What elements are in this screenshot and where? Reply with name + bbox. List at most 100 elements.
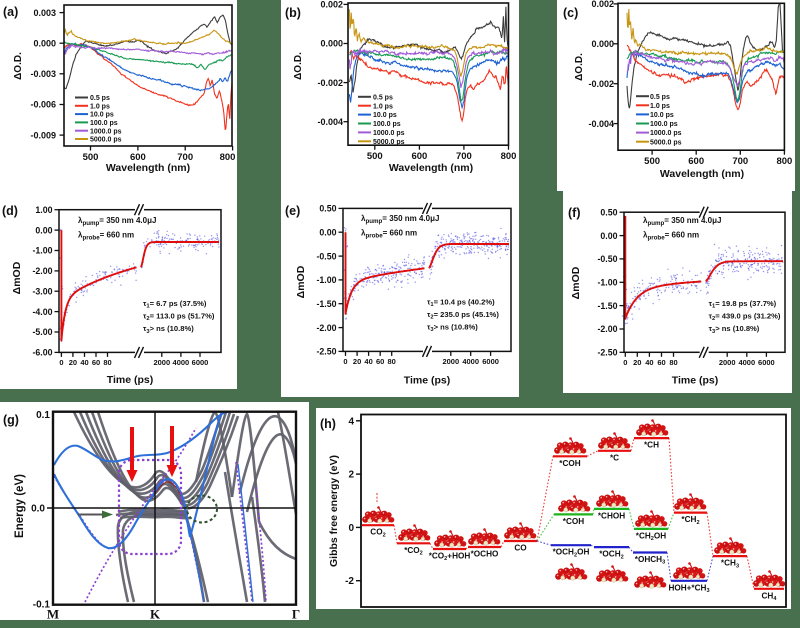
svg-text:-2.00: -2.00	[316, 323, 336, 333]
svg-text:100.0 ps: 100.0 ps	[650, 121, 678, 128]
svg-text:λpump= 350 nm 4.0μJ: λpump= 350 nm 4.0μJ	[361, 214, 439, 225]
svg-text:0.00: 0.00	[600, 231, 617, 241]
svg-text:700: 700	[456, 151, 472, 162]
svg-text:K: K	[150, 607, 161, 621]
svg-text:ΔmOD: ΔmOD	[570, 266, 582, 299]
svg-text:5000.0 ps: 5000.0 ps	[650, 139, 682, 146]
svg-text:-1.00: -1.00	[316, 275, 336, 285]
svg-text:80: 80	[669, 358, 677, 367]
svg-text:(e): (e)	[285, 204, 300, 218]
svg-text:(b): (b)	[285, 6, 301, 20]
svg-text:ΔmOD: ΔmOD	[295, 265, 307, 298]
svg-text:700: 700	[732, 156, 748, 167]
svg-text:-2.50: -2.50	[316, 347, 336, 357]
svg-text:80: 80	[103, 358, 111, 367]
svg-text:-0.004: -0.004	[588, 119, 614, 129]
svg-text:0.50: 0.50	[319, 204, 336, 214]
svg-text:0.50: 0.50	[600, 207, 617, 217]
svg-text:λprobe= 660 nm: λprobe= 660 nm	[361, 229, 417, 240]
svg-text:20: 20	[69, 358, 77, 367]
svg-text:5000.0 ps: 5000.0 ps	[373, 139, 405, 146]
svg-text:ΔO.D.: ΔO.D.	[13, 52, 24, 80]
svg-text:*OCH2​OH: *OCH2​OH	[553, 548, 590, 559]
svg-text:1000.0 ps: 1000.0 ps	[650, 130, 682, 137]
svg-text:(d): (d)	[2, 204, 18, 218]
svg-text:100.0 ps: 100.0 ps	[373, 121, 401, 128]
svg-text:-4.00: -4.00	[32, 307, 52, 317]
svg-text:40: 40	[645, 358, 653, 367]
svg-text:Gibbs free energy (eV): Gibbs free energy (eV)	[328, 455, 340, 567]
svg-text:λpump= 350 nm 4.0μJ: λpump= 350 nm 4.0μJ	[643, 216, 721, 227]
svg-text:Wavelength (nm): Wavelength (nm)	[106, 162, 190, 174]
svg-text:Time (ps): Time (ps)	[404, 375, 450, 387]
svg-text:100.0 ps: 100.0 ps	[90, 120, 118, 127]
svg-text:-0.50: -0.50	[597, 254, 617, 264]
svg-text:ΔO.D.: ΔO.D.	[574, 53, 585, 81]
svg-text:0.000: 0.000	[33, 38, 56, 48]
svg-text:600: 600	[411, 151, 427, 162]
svg-text:6000: 6000	[482, 357, 499, 366]
svg-text:60: 60	[376, 357, 384, 366]
svg-text:0.5 ps: 0.5 ps	[373, 94, 393, 101]
svg-text:0.1: 0.1	[36, 410, 50, 421]
svg-text:2: 2	[348, 470, 354, 481]
svg-text:4000: 4000	[738, 358, 755, 367]
svg-text:CH4​: CH4​	[762, 591, 778, 602]
svg-text:(g): (g)	[3, 413, 19, 427]
svg-text:0.002: 0.002	[591, 0, 614, 9]
svg-text:1.0 ps: 1.0 ps	[373, 103, 393, 110]
svg-text:*CHOH: *CHOH	[598, 511, 625, 520]
svg-text:τ3> ns (10.8%): τ3> ns (10.8%)	[427, 323, 478, 334]
svg-text:80: 80	[388, 357, 396, 366]
svg-text:2000: 2000	[442, 357, 459, 366]
svg-text:-2.00: -2.00	[32, 266, 52, 276]
svg-text:1000.0 ps: 1000.0 ps	[373, 130, 405, 137]
svg-text:4000: 4000	[462, 357, 479, 366]
svg-text:-2.00: -2.00	[597, 324, 617, 334]
svg-text:Wavelength (nm): Wavelength (nm)	[660, 168, 744, 180]
svg-text:-0.002: -0.002	[317, 78, 343, 88]
svg-text:10.0 ps: 10.0 ps	[650, 112, 674, 119]
svg-text:-0.50: -0.50	[316, 251, 336, 261]
svg-text:-0.006: -0.006	[30, 100, 56, 110]
svg-text:600: 600	[130, 152, 146, 163]
svg-text:-0.002: -0.002	[588, 79, 614, 89]
svg-text:500: 500	[367, 151, 383, 162]
svg-text:0.0: 0.0	[31, 504, 45, 515]
svg-text:500: 500	[83, 152, 99, 163]
svg-text:0.000: 0.000	[591, 39, 614, 49]
svg-text:Wavelength (nm): Wavelength (nm)	[389, 162, 473, 174]
svg-text:0: 0	[59, 358, 63, 367]
svg-text:ΔmOD: ΔmOD	[11, 261, 23, 294]
svg-text:-0.003: -0.003	[30, 69, 56, 79]
svg-text:-1.00: -1.00	[32, 246, 52, 256]
svg-text:(a): (a)	[3, 5, 18, 19]
svg-text:-1.50: -1.50	[597, 301, 617, 311]
svg-text:40: 40	[364, 357, 372, 366]
svg-text:(h): (h)	[320, 417, 336, 431]
svg-text:λprobe= 660 nm: λprobe= 660 nm	[643, 231, 699, 242]
svg-text:*CH2​OH: *CH2​OH	[636, 531, 667, 542]
svg-text:-1.50: -1.50	[316, 299, 336, 309]
svg-text:1.00: 1.00	[35, 205, 52, 215]
svg-text:τ3> ns (10.8%): τ3> ns (10.8%)	[709, 324, 760, 335]
svg-text:HOH+*CH3​: HOH+*CH3​	[668, 583, 709, 594]
svg-text:*CO2​: *CO2​	[404, 546, 423, 557]
svg-text:2000: 2000	[153, 358, 170, 367]
svg-text:-3.00: -3.00	[32, 286, 52, 296]
svg-text:*OHCH3​: *OHCH3​	[635, 555, 665, 566]
svg-text:6000: 6000	[192, 358, 209, 367]
svg-text:τ2= 235.0 ps (45.1%): τ2= 235.0 ps (45.1%)	[427, 310, 499, 321]
svg-text:(c): (c)	[563, 6, 578, 20]
svg-text:800: 800	[220, 152, 236, 163]
svg-text:*OCH2​: *OCH2​	[599, 550, 624, 561]
svg-text:500: 500	[644, 156, 660, 167]
svg-text:(f): (f)	[568, 206, 581, 220]
svg-text:ΔO.D.: ΔO.D.	[293, 52, 304, 80]
svg-text:0.002: 0.002	[320, 0, 343, 10]
svg-text:-5.00: -5.00	[32, 327, 52, 337]
svg-text:-2.50: -2.50	[597, 348, 617, 358]
svg-text:Energy (eV): Energy (eV)	[14, 474, 26, 538]
svg-text:800: 800	[501, 151, 517, 162]
svg-text:M: M	[47, 607, 59, 621]
